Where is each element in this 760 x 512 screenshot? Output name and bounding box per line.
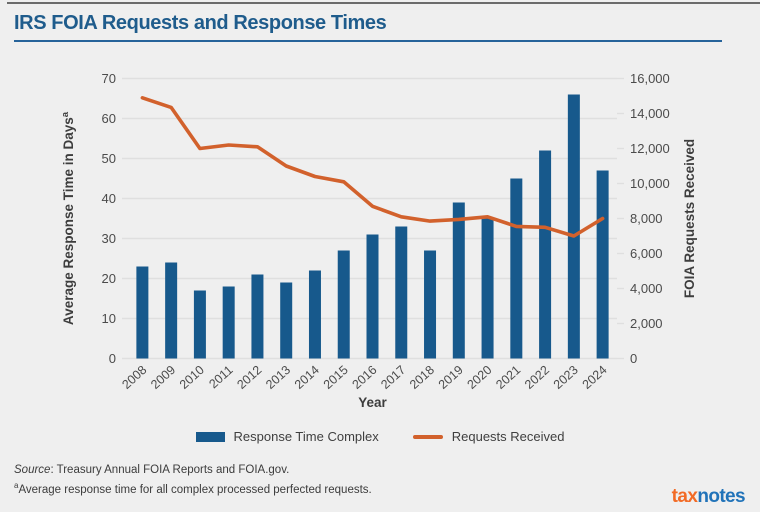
bar-2018 xyxy=(424,250,437,359)
x-tick-2024: 2024 xyxy=(580,363,610,392)
footnote-line: aAverage response time for all complex p… xyxy=(14,478,372,498)
bar-2011 xyxy=(222,286,235,359)
x-tick-2008: 2008 xyxy=(119,363,149,392)
x-tick-2013: 2013 xyxy=(263,363,293,392)
bar-2022 xyxy=(539,150,552,359)
header: IRS FOIA Requests and Response Times xyxy=(14,12,722,42)
logo-notes: notes xyxy=(697,486,745,507)
bar-2010 xyxy=(193,290,206,359)
bar-2023 xyxy=(567,94,580,359)
left-tick-30: 30 xyxy=(102,231,116,246)
bar-2016 xyxy=(366,234,379,359)
page-title: IRS FOIA Requests and Response Times xyxy=(14,12,387,34)
title-underline xyxy=(14,40,722,42)
legend: Response Time Complex Requests Received xyxy=(0,429,760,444)
left-tick-20: 20 xyxy=(102,271,116,286)
left-tick-0: 0 xyxy=(109,351,116,366)
footer: Source: Treasury Annual FOIA Reports and… xyxy=(14,462,372,498)
logo-tax: tax xyxy=(671,486,698,507)
bar-2015 xyxy=(337,250,350,359)
x-tick-2014: 2014 xyxy=(292,363,322,392)
x-tick-2018: 2018 xyxy=(407,363,437,392)
legend-label-response-time: Response Time Complex xyxy=(233,429,379,444)
source-text: : Treasury Annual FOIA Reports and FOIA.… xyxy=(50,464,290,476)
x-axis-label: Year xyxy=(358,395,387,410)
right-tick-12000: 12,000 xyxy=(630,141,670,156)
left-tick-10: 10 xyxy=(102,311,116,326)
bar-2024 xyxy=(596,170,609,359)
left-tick-60: 60 xyxy=(102,111,116,126)
x-tick-2012: 2012 xyxy=(234,363,264,392)
right-tick-4000: 4,000 xyxy=(630,281,663,296)
x-tick-2022: 2022 xyxy=(522,363,552,392)
x-tick-2011: 2011 xyxy=(206,363,235,391)
legend-label-requests-received: Requests Received xyxy=(451,429,565,444)
source-word: Source xyxy=(14,464,51,476)
bar-2008 xyxy=(136,266,149,359)
left-tick-40: 40 xyxy=(102,191,116,206)
legend-item-requests-received: Requests Received xyxy=(412,429,565,444)
bar-2012 xyxy=(251,274,264,359)
bar-2014 xyxy=(308,270,321,359)
x-tick-2015: 2015 xyxy=(321,363,351,392)
legend-item-response-time: Response Time Complex xyxy=(195,429,379,444)
bar-2009 xyxy=(165,262,178,359)
requests-received-line xyxy=(140,96,605,238)
bar-2013 xyxy=(280,282,293,359)
bar-2021 xyxy=(510,178,523,359)
x-tick-2021: 2021 xyxy=(493,363,523,392)
bar-2019 xyxy=(452,202,465,359)
right-axis-label: FOIA Requests Received xyxy=(682,139,697,298)
right-tick-16000: 16,000 xyxy=(630,71,670,86)
right-tick-10000: 10,000 xyxy=(630,176,670,191)
source-line: Source: Treasury Annual FOIA Reports and… xyxy=(14,462,372,478)
taxnotes-logo: taxnotes xyxy=(671,486,746,508)
left-axis-label: Average Response Time in Daysa xyxy=(60,111,76,325)
right-tick-2000: 2,000 xyxy=(630,316,663,331)
x-tick-2009: 2009 xyxy=(148,363,178,392)
x-tick-2019: 2019 xyxy=(436,363,466,392)
x-tick-2010: 2010 xyxy=(177,363,207,392)
x-tick-2017: 2017 xyxy=(378,363,408,392)
line-swatch-icon xyxy=(412,434,443,439)
left-tick-70: 70 xyxy=(102,71,116,86)
left-tick-50: 50 xyxy=(102,151,116,166)
right-tick-0: 0 xyxy=(630,351,637,366)
window-top-edge xyxy=(7,2,760,4)
bar-2020 xyxy=(481,218,494,359)
right-tick-8000: 8,000 xyxy=(630,211,663,226)
bar-swatch-icon xyxy=(195,431,225,442)
footnote-marker: a xyxy=(14,481,19,490)
right-tick-14000: 14,000 xyxy=(630,106,670,121)
bar-2017 xyxy=(395,226,408,359)
footnote-text: Average response time for all complex pr… xyxy=(18,483,372,496)
x-tick-2023: 2023 xyxy=(551,363,581,392)
x-tick-2016: 2016 xyxy=(349,363,379,392)
x-tick-2020: 2020 xyxy=(465,363,495,392)
right-tick-6000: 6,000 xyxy=(630,246,663,261)
